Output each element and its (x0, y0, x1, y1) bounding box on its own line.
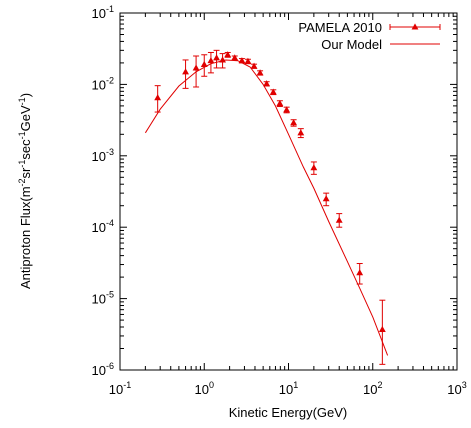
triangle-marker (283, 106, 291, 113)
triangle-marker (207, 57, 215, 64)
data-point (238, 57, 246, 64)
legend: PAMELA 2010 Our Model (298, 20, 441, 52)
data-point (244, 57, 252, 65)
triangle-marker (335, 216, 343, 223)
triangle-marker (250, 62, 258, 69)
triangle-marker (297, 129, 305, 136)
triangle-marker (200, 60, 208, 68)
legend-entry-model: Our Model (321, 37, 440, 52)
data-point (231, 54, 239, 61)
y-tick-label: 10-4 (92, 218, 114, 235)
y-tick-label: 10-6 (92, 361, 114, 378)
model-series (144, 59, 389, 356)
data-point (276, 99, 284, 108)
pamela-series (154, 49, 386, 365)
triangle-marker (290, 119, 298, 126)
data-point (290, 119, 298, 127)
x-tick-label: 10-1 (109, 380, 131, 397)
data-point (224, 51, 232, 58)
triangle-marker (322, 195, 330, 202)
triangle-marker (276, 99, 284, 107)
x-tick-label: 102 (363, 380, 382, 397)
data-point (269, 88, 277, 96)
legend-entry-pamela: PAMELA 2010 (298, 20, 441, 35)
data-point (263, 80, 271, 87)
y-tick-label: 10-5 (92, 290, 114, 307)
data-point (219, 53, 226, 69)
data-point (322, 192, 330, 207)
triangle-marker (256, 69, 264, 76)
data-point (250, 62, 258, 69)
y-axis-label: Antiproton Flux(m-2sr-1sec-1GeV-1) (17, 93, 33, 289)
plot-frame (119, 12, 458, 371)
y-tick-label: 10-2 (92, 75, 114, 92)
data-point (200, 54, 208, 77)
legend-label-pamela: PAMELA 2010 (298, 20, 382, 35)
data-point (256, 69, 264, 76)
x-axis-label: Kinetic Energy(GeV) (229, 405, 348, 420)
triangle-marker (238, 57, 246, 64)
triangle-marker (378, 325, 386, 332)
y-tick-label: 10-3 (92, 147, 114, 164)
triangle-marker (219, 56, 226, 63)
triangle-marker (244, 57, 252, 64)
data-point (283, 106, 291, 114)
model-line (144, 59, 389, 356)
legend-triangle-marker (411, 23, 419, 30)
data-point (297, 128, 305, 139)
triangle-marker (263, 80, 271, 87)
axis-tick-labels: 10-1 100 101 102 103 10-6 10-5 10-4 10-3 10-2 10-1 (92, 4, 467, 397)
x-tick-label: 103 (447, 380, 466, 397)
data-point (207, 51, 215, 74)
data-point (335, 213, 343, 228)
triangle-marker (231, 54, 239, 61)
triangle-marker (269, 88, 277, 95)
data-point (213, 49, 220, 69)
legend-label-model: Our Model (321, 37, 382, 52)
x-tick-label: 100 (195, 380, 214, 397)
triangle-marker (192, 64, 200, 71)
data-point (182, 59, 189, 89)
data-point (154, 85, 162, 113)
triangle-marker (213, 54, 220, 61)
data-point (192, 55, 200, 88)
triangle-marker (182, 68, 189, 75)
data-point (356, 263, 364, 285)
data-point (310, 161, 318, 175)
triangle-marker (224, 51, 232, 58)
data-point (378, 299, 386, 365)
triangle-marker (154, 94, 162, 101)
triangle-marker (310, 164, 318, 171)
triangle-marker (356, 269, 364, 276)
y-tick-label: 10-1 (92, 4, 114, 21)
x-tick-label: 101 (279, 380, 298, 397)
